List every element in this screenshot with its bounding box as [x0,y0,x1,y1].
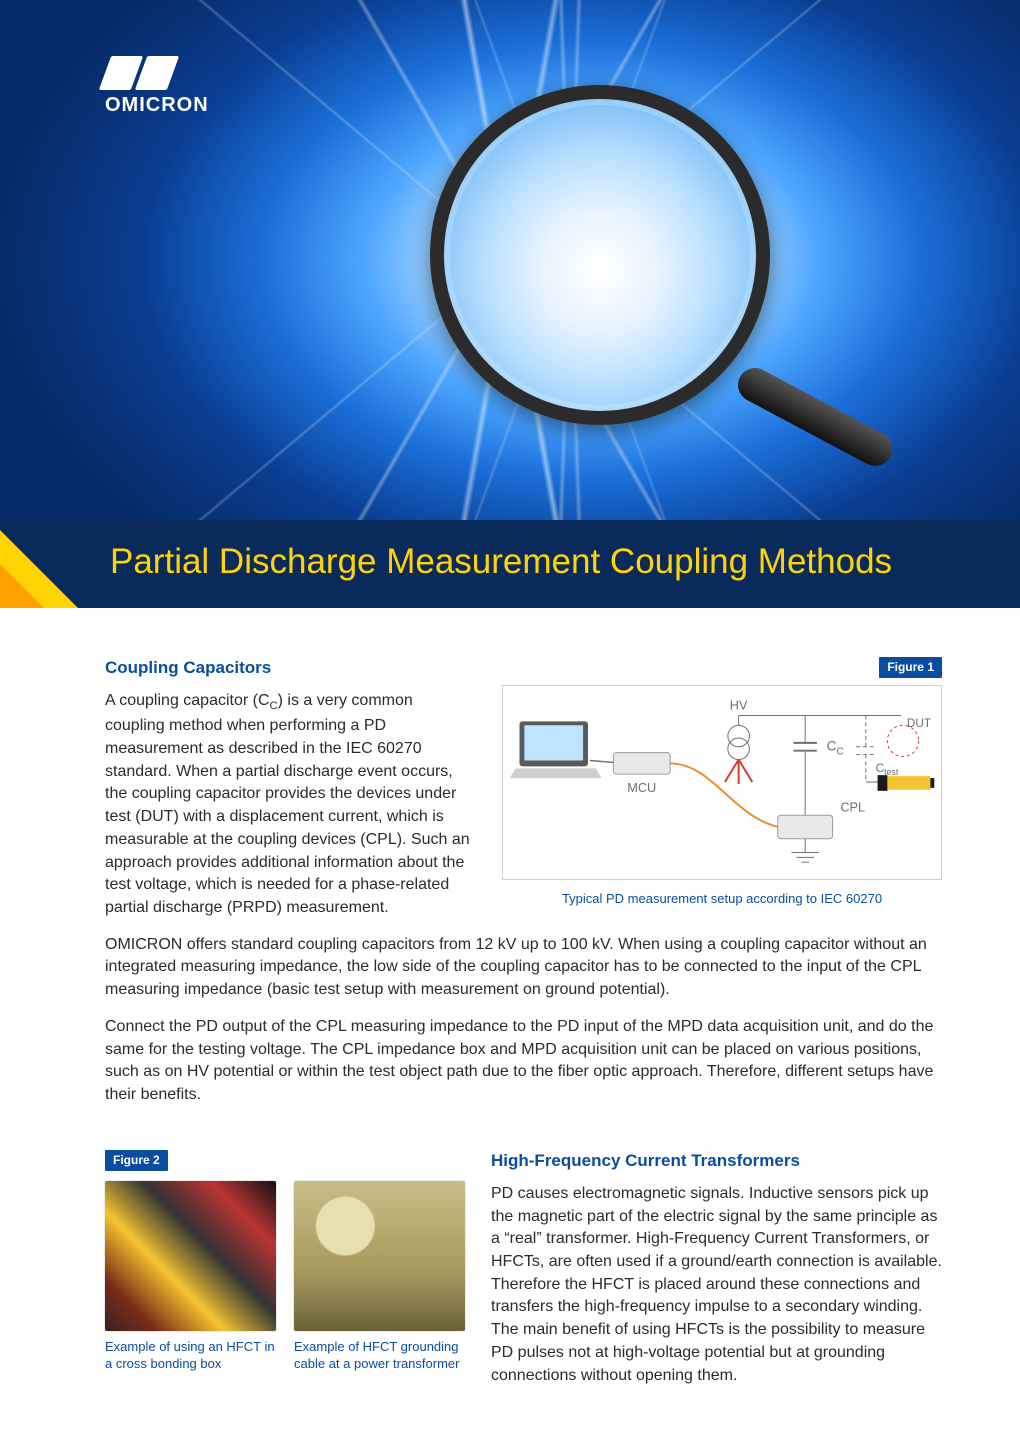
section1-para2: OMICRON offers standard coupling capacit… [105,934,942,1002]
section-hfct: Figure 2 Example of using an HFCT in a c… [105,1149,942,1388]
svg-text:Ctest: Ctest [876,762,899,777]
figure2-photo-b [294,1181,465,1331]
section-coupling-capacitors: Coupling Capacitors A coupling capacitor… [105,656,942,920]
page-content: Coupling Capacitors A coupling capacitor… [0,608,1020,1447]
figure2-badge: Figure 2 [105,1150,168,1171]
page-title: Partial Discharge Measurement Coupling M… [110,542,892,581]
section1-para1: A coupling capacitor (CC) is a very comm… [105,690,472,920]
page-title-bar: Partial Discharge Measurement Coupling M… [0,520,1020,608]
section1-para3: Connect the PD output of the CPL measuri… [105,1016,942,1107]
hero-banner: OMICRON [0,0,1020,520]
section1-heading: Coupling Capacitors [105,656,472,680]
brand-logo: OMICRON [105,56,209,117]
section2-heading: High-Frequency Current Transformers [491,1149,942,1173]
svg-text:DUT: DUT [907,717,931,730]
brand-name: OMICRON [105,94,209,117]
magnifier-handle [732,362,898,472]
figure1-caption: Typical PD measurement setup according t… [502,890,942,908]
figure1-badge: Figure 1 [879,657,942,678]
svg-text:CC: CC [827,738,844,757]
svg-text:CPL: CPL [840,799,865,814]
title-accent-triangle [0,530,78,608]
figure2-caption-a: Example of using an HFCT in a cross bond… [105,1339,276,1373]
figure2-caption-b: Example of HFCT grounding cable at a pow… [294,1339,465,1373]
magnifier-illustration [430,85,770,425]
svg-text:MCU: MCU [627,780,656,795]
figure2-photo-a [105,1181,276,1331]
section2-para: PD causes electromagnetic signals. Induc… [491,1183,942,1387]
figure1-diagram: MCU HV [502,685,942,880]
brand-logo-icon [105,56,173,90]
figure-1: Figure 1 MCU HV [502,656,942,908]
svg-text:HV: HV [730,697,748,712]
figure2-photos: Example of using an HFCT in a cross bond… [105,1181,465,1373]
